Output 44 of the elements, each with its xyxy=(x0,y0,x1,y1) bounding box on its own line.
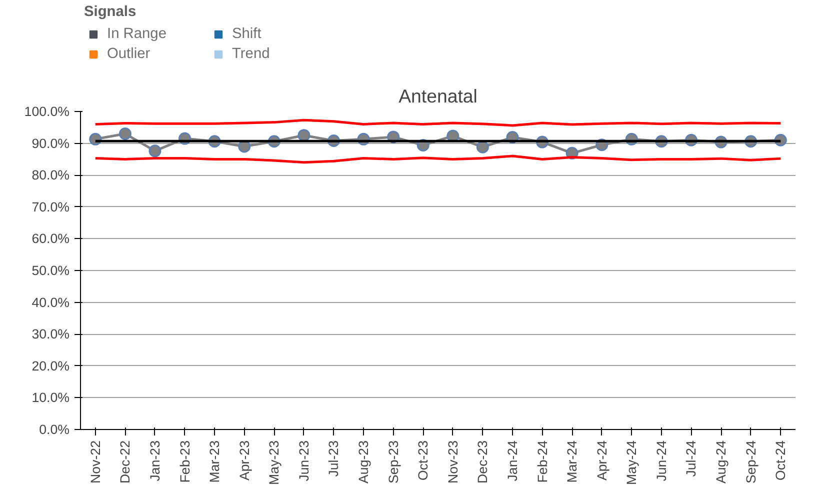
point xyxy=(118,128,132,140)
x-tick-label: Jan-23 xyxy=(147,440,162,482)
y-tick-label: 40.0% xyxy=(32,294,70,310)
x-tick-label: Aug-24 xyxy=(714,440,729,484)
y-tick-label: 20.0% xyxy=(32,358,70,374)
chart-title: Antenatal xyxy=(398,86,478,106)
y-tick-label: 70.0% xyxy=(32,199,70,214)
legend-label: Outlier xyxy=(107,46,152,62)
x-tick-label: Jun-24 xyxy=(654,440,669,482)
point xyxy=(148,144,162,158)
y-tick-label: 80.0% xyxy=(32,168,70,183)
x-tick-label: Nov-23 xyxy=(445,440,460,484)
y-tick-label: 60.0% xyxy=(32,231,70,246)
legend-label: In Range xyxy=(107,26,168,42)
y-tick-label: 30.0% xyxy=(32,326,70,342)
x-tick-label: Dec-23 xyxy=(475,440,490,484)
x-tick-label: Dec-22 xyxy=(118,440,133,484)
x-tick-label: Sep-24 xyxy=(743,440,758,484)
x-tick-label: Jan-24 xyxy=(504,440,520,482)
x-tick-label: Sep-23 xyxy=(386,440,401,484)
x-tick-label: Jun-23 xyxy=(296,440,312,482)
legend-label: Trend xyxy=(232,46,271,62)
y-tick-label: 0.0% xyxy=(39,422,70,437)
x-tick-label: May-23 xyxy=(266,440,282,485)
x-tick-label: Oct-24 xyxy=(773,440,788,480)
x-tick-label: Aug-23 xyxy=(356,440,372,484)
y-tick-label: 50.0% xyxy=(32,263,70,278)
x-tick-label: Nov-22 xyxy=(88,440,103,484)
x-tick-label: Feb-23 xyxy=(177,440,192,483)
y-tick-label: 10.0% xyxy=(32,390,70,406)
x-tick-label: Feb-24 xyxy=(534,440,550,483)
x-tick-label: Apr-23 xyxy=(236,440,252,481)
x-tick-label: Mar-23 xyxy=(207,440,222,483)
point xyxy=(476,140,489,154)
x-tick-label: Jul-23 xyxy=(326,440,342,477)
x-tick-label: May-24 xyxy=(624,440,640,485)
y-tick-label: 100.0% xyxy=(24,104,70,119)
legend-label: Shift xyxy=(232,26,262,42)
x-tick-label: Oct-23 xyxy=(416,440,431,480)
x-tick-label: Mar-24 xyxy=(564,440,580,483)
y-tick-label: 90.0% xyxy=(32,136,70,151)
legend-title: Signals xyxy=(84,4,138,20)
x-tick-label: Apr-24 xyxy=(594,440,610,481)
x-tick-label: Jul-24 xyxy=(684,440,699,477)
